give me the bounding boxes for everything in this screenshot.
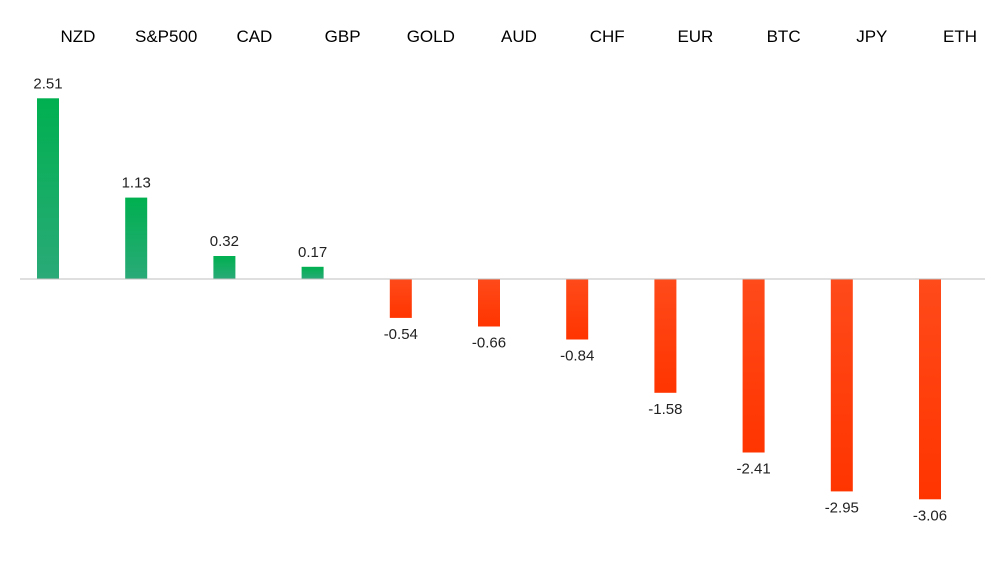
bar-aud bbox=[478, 279, 500, 327]
value-label-gbp: 0.17 bbox=[298, 244, 327, 261]
category-labels-group: NZD S&P500 CAD GBP GOLD AUD CHF EUR BTC JPY ETH bbox=[61, 27, 977, 46]
category-label-btc: BTC bbox=[767, 27, 801, 46]
value-label-eur: -1.58 bbox=[648, 401, 682, 418]
value-label-chf: -0.84 bbox=[560, 348, 594, 365]
bar-chf bbox=[566, 279, 589, 340]
category-label-jpy: JPY bbox=[856, 27, 887, 46]
bar-cad bbox=[213, 256, 236, 279]
value-label-s-p500: 1.13 bbox=[122, 175, 151, 192]
value-label-cad: 0.32 bbox=[210, 233, 239, 250]
bar-btc bbox=[742, 279, 765, 453]
category-label-s-p500: S&P500 bbox=[135, 27, 197, 46]
value-labels-group: 2.51 1.13 0.32 0.17 -0.54 -0.66 -0.84 -1.58 -2.4… bbox=[33, 75, 947, 524]
bar-s-p500 bbox=[125, 197, 148, 279]
bar-eth bbox=[919, 279, 941, 500]
value-label-eth: -3.06 bbox=[913, 507, 947, 524]
category-label-aud: AUD bbox=[501, 27, 537, 46]
value-label-jpy: -2.95 bbox=[825, 499, 859, 516]
bar-gbp bbox=[301, 266, 324, 279]
bar-eur bbox=[654, 279, 677, 393]
value-label-nzd: 2.51 bbox=[33, 75, 62, 92]
category-label-chf: CHF bbox=[590, 27, 625, 46]
bar-jpy bbox=[830, 279, 853, 492]
value-label-gold: -0.54 bbox=[384, 326, 418, 343]
category-label-gold: GOLD bbox=[407, 27, 455, 46]
bars-group bbox=[37, 98, 941, 500]
category-label-cad: CAD bbox=[236, 27, 272, 46]
category-label-gbp: GBP bbox=[325, 27, 361, 46]
category-label-eur: EUR bbox=[677, 27, 713, 46]
category-label-eth: ETH bbox=[943, 27, 977, 46]
value-label-aud: -0.66 bbox=[472, 335, 506, 352]
bar-nzd bbox=[37, 98, 59, 279]
bar-gold bbox=[389, 279, 412, 318]
category-label-nzd: NZD bbox=[61, 27, 96, 46]
value-label-btc: -2.41 bbox=[736, 461, 770, 478]
